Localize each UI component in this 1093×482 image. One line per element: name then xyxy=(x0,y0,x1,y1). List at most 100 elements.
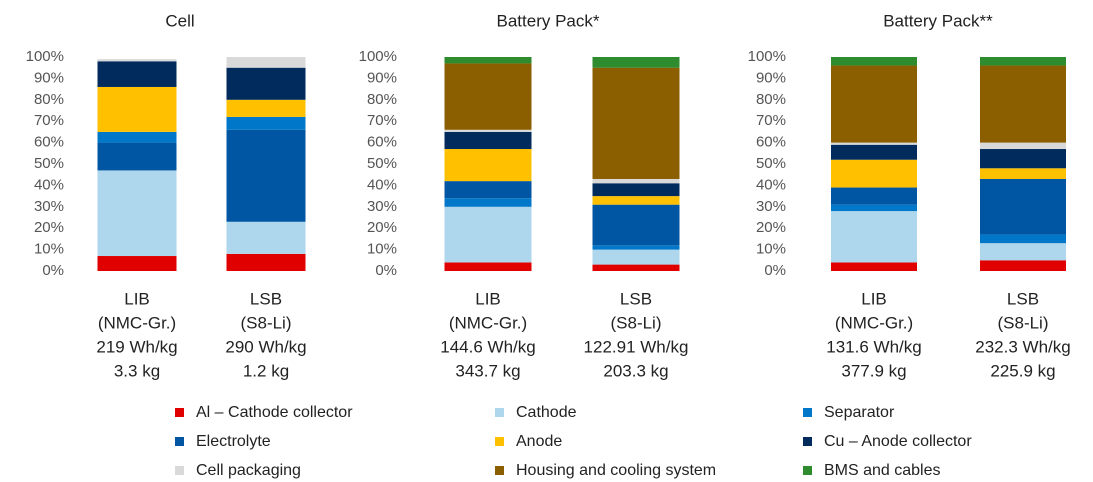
y-tick-label: 90% xyxy=(367,69,397,86)
y-tick-label: 80% xyxy=(756,91,786,108)
bar-segment xyxy=(97,256,177,271)
y-tick-label: 50% xyxy=(756,155,786,172)
chart-title: Battery Pack** xyxy=(883,11,993,30)
chart-title: Cell xyxy=(165,11,194,30)
bar-segment xyxy=(444,149,532,182)
bar-segment xyxy=(226,129,306,222)
y-tick-label: 70% xyxy=(756,112,786,129)
y-tick-label: 10% xyxy=(367,241,397,258)
bar-segment xyxy=(980,234,1066,244)
x-tick-label: LSB xyxy=(250,289,282,308)
bar-segment xyxy=(980,260,1066,271)
legend-label: BMS and cables xyxy=(824,462,941,479)
legend-label: Housing and cooling system xyxy=(516,462,716,479)
y-tick-label: 40% xyxy=(756,176,786,193)
legend-swatch xyxy=(175,408,184,417)
x-tick-label: 232.3 Wh/kg xyxy=(975,337,1070,356)
y-tick-label: 20% xyxy=(367,219,397,236)
bar-segment xyxy=(980,243,1066,261)
bar-segment xyxy=(444,63,532,130)
bar-segment xyxy=(97,86,177,132)
y-tick-label: 20% xyxy=(756,219,786,236)
legend-swatch xyxy=(495,437,504,446)
bar-segment xyxy=(444,129,532,132)
legend-label: Anode xyxy=(516,433,562,450)
x-tick-label: 131.6 Wh/kg xyxy=(826,337,921,356)
y-tick-label: 30% xyxy=(367,198,397,215)
bar-segment xyxy=(980,149,1066,169)
x-tick-label: LIB xyxy=(475,289,501,308)
bar-segment xyxy=(831,144,917,160)
bar-segment xyxy=(444,262,532,271)
bar-segment xyxy=(97,142,177,171)
bar-segment xyxy=(831,262,917,271)
y-tick-label: 20% xyxy=(34,219,64,236)
bar-segment xyxy=(97,170,177,257)
bar-segment xyxy=(831,204,917,212)
x-tick-label: (NMC-Gr.) xyxy=(449,313,527,332)
bar-segment xyxy=(592,249,680,265)
y-tick-label: 90% xyxy=(756,69,786,86)
legend-swatch xyxy=(495,466,504,475)
x-tick-label: 122.91 Wh/kg xyxy=(584,337,689,356)
y-tick-label: 0% xyxy=(375,262,397,279)
x-tick-label: 343.7 kg xyxy=(455,361,520,380)
bar-segment xyxy=(980,142,1066,150)
bar-segment xyxy=(444,198,532,207)
bar-segment xyxy=(980,57,1066,66)
x-tick-label: 3.3 kg xyxy=(114,361,160,380)
bar-segment xyxy=(444,131,532,150)
bar-segment xyxy=(592,245,680,250)
y-tick-label: 40% xyxy=(34,176,64,193)
y-tick-label: 70% xyxy=(34,112,64,129)
y-tick-label: 60% xyxy=(756,134,786,151)
legend-label: Cathode xyxy=(516,404,577,421)
bar-segment xyxy=(831,211,917,263)
y-tick-label: 100% xyxy=(26,48,64,65)
bar-segment xyxy=(980,168,1066,179)
y-tick-label: 50% xyxy=(34,155,64,172)
legend-label: Separator xyxy=(824,404,895,421)
x-tick-label: (S8-Li) xyxy=(610,313,661,332)
x-tick-label: 290 Wh/kg xyxy=(225,337,306,356)
bar-segment xyxy=(831,159,917,188)
x-tick-label: LSB xyxy=(620,289,652,308)
x-tick-label: (NMC-Gr.) xyxy=(835,313,913,332)
x-tick-label: (S8-Li) xyxy=(997,313,1048,332)
bar-segment xyxy=(831,65,917,143)
bar-segment xyxy=(592,196,680,205)
x-tick-label: 203.3 kg xyxy=(603,361,668,380)
bar-segment xyxy=(592,264,680,271)
bar-segment xyxy=(980,178,1066,235)
y-tick-label: 60% xyxy=(34,134,64,151)
y-tick-label: 100% xyxy=(748,48,786,65)
bar-segment xyxy=(444,206,532,263)
bar-segment xyxy=(592,57,680,68)
bar-segment xyxy=(226,253,306,271)
legend-label: Cu – Anode collector xyxy=(824,433,972,450)
legend-swatch xyxy=(803,437,812,446)
y-tick-label: 80% xyxy=(34,91,64,108)
legend-label: Electrolyte xyxy=(196,433,271,450)
legend-swatch xyxy=(803,466,812,475)
y-tick-label: 0% xyxy=(42,262,64,279)
bar-segment xyxy=(831,187,917,205)
legend-swatch xyxy=(175,437,184,446)
x-tick-label: LIB xyxy=(124,289,150,308)
bar-segment xyxy=(97,59,177,62)
x-tick-label: 144.6 Wh/kg xyxy=(440,337,535,356)
bar-segment xyxy=(831,142,917,145)
y-tick-label: 70% xyxy=(367,112,397,129)
bar-segment xyxy=(980,65,1066,143)
bar-segment xyxy=(226,57,306,68)
bar-segment xyxy=(444,57,532,64)
bar-segment xyxy=(592,183,680,197)
x-tick-label: 1.2 kg xyxy=(243,361,289,380)
bar-segment xyxy=(444,181,532,199)
bar-segment xyxy=(592,178,680,184)
x-tick-label: (NMC-Gr.) xyxy=(98,313,176,332)
x-tick-label: 377.9 kg xyxy=(841,361,906,380)
x-tick-label: LIB xyxy=(861,289,887,308)
x-tick-label: 219 Wh/kg xyxy=(96,337,177,356)
bar-segment xyxy=(226,67,306,100)
